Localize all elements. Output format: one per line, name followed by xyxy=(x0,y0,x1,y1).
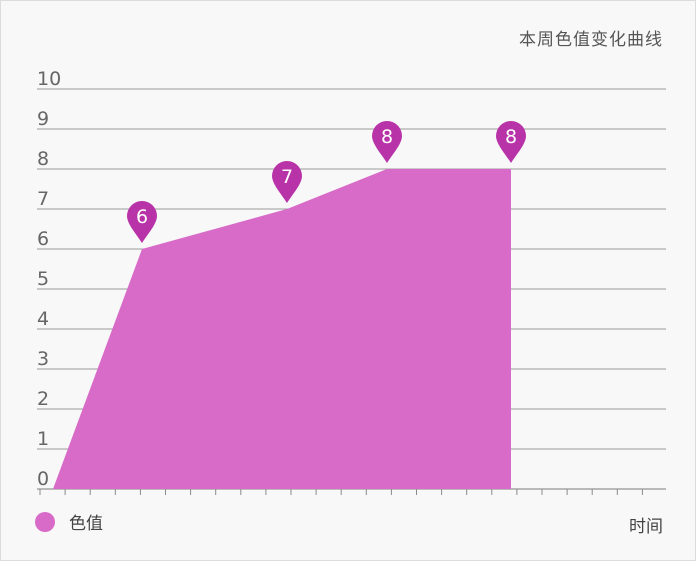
data-label-pin-icon xyxy=(127,201,157,243)
data-labels: 6 7 8 8 xyxy=(127,121,526,243)
y-tick-label: 1 xyxy=(37,428,49,450)
data-label: 8 xyxy=(505,126,517,148)
legend-label: 色值 xyxy=(69,514,103,534)
y-tick-label: 6 xyxy=(37,228,49,250)
y-tick-label: 0 xyxy=(37,468,49,490)
y-tick-label: 8 xyxy=(37,148,49,170)
x-axis-ticks xyxy=(39,489,643,495)
legend-swatch-icon xyxy=(35,511,55,532)
legend[interactable]: 色值 xyxy=(35,509,103,534)
data-label: 6 xyxy=(136,206,148,228)
y-tick-label: 5 xyxy=(37,268,49,290)
y-tick-label: 9 xyxy=(37,108,49,130)
data-label-pin-icon xyxy=(272,161,302,203)
chart-title: 本周色值变化曲线 xyxy=(519,30,663,50)
data-label: 7 xyxy=(281,166,293,188)
data-label-pin-icon xyxy=(372,121,402,163)
y-tick-label: 7 xyxy=(37,188,49,210)
y-tick-label: 10 xyxy=(37,68,61,90)
y-tick-label: 3 xyxy=(37,348,49,370)
data-label-pin-icon xyxy=(496,121,526,163)
y-tick-label: 4 xyxy=(37,308,49,330)
x-axis-label: 时间 xyxy=(629,517,663,537)
y-tick-label: 2 xyxy=(37,388,49,410)
data-label: 8 xyxy=(381,126,393,148)
series-area xyxy=(53,169,511,489)
